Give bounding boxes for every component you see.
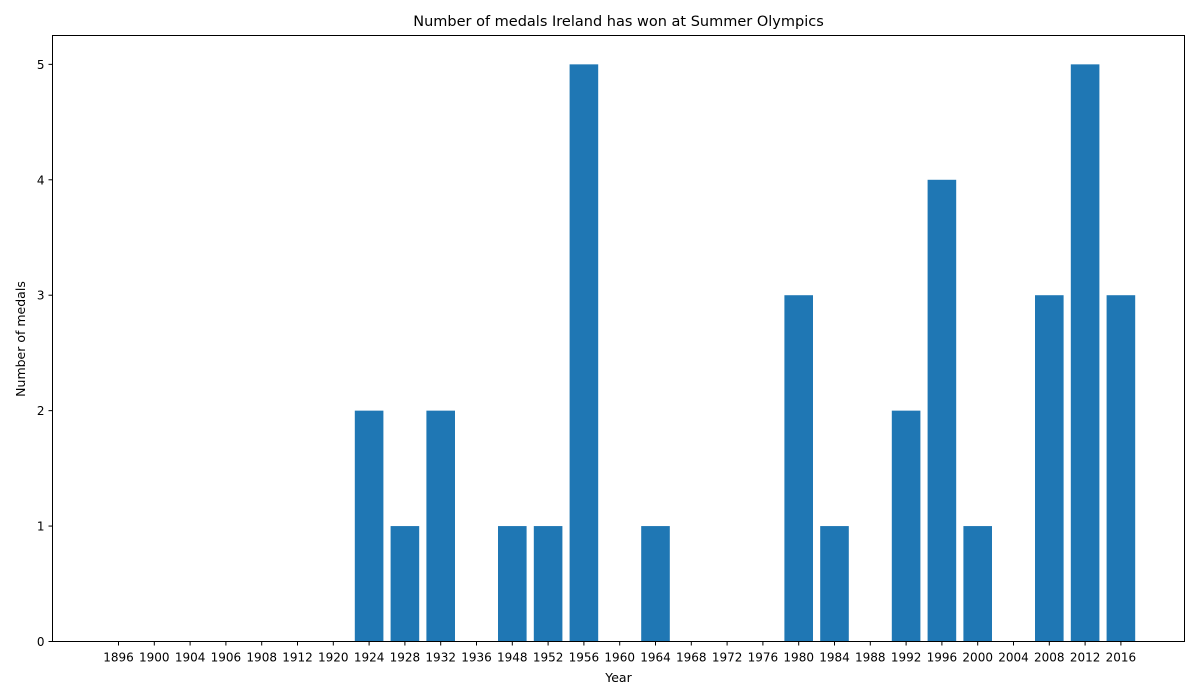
x-tick-label-1932: 1932	[425, 651, 456, 665]
y-tick-label-5: 5	[37, 58, 45, 72]
x-tick-label-2016: 2016	[1106, 651, 1137, 665]
x-tick-label-1908: 1908	[246, 651, 277, 665]
plot-frame	[52, 35, 1185, 642]
bar-2008	[1035, 295, 1064, 642]
x-tick-label-1900: 1900	[139, 651, 170, 665]
x-tick-label-2008: 2008	[1034, 651, 1065, 665]
x-tick-label-1948: 1948	[497, 651, 528, 665]
x-tick-label-1952: 1952	[533, 651, 564, 665]
x-tick-label-1964: 1964	[640, 651, 671, 665]
y-tick-label-4: 4	[37, 173, 45, 187]
x-tick-label-1984: 1984	[819, 651, 850, 665]
x-tick-label-1968: 1968	[676, 651, 707, 665]
x-tick-label-1896: 1896	[103, 651, 134, 665]
x-tick-label-1996: 1996	[927, 651, 958, 665]
x-tick-label-1928: 1928	[390, 651, 421, 665]
bar-1952	[533, 526, 563, 642]
x-tick-label-1976: 1976	[748, 651, 779, 665]
bar-1928	[390, 526, 420, 642]
bar-1980	[784, 295, 813, 642]
bar-1924	[354, 410, 384, 642]
x-ticks-group: 1896 1900 1904 1906 1908 1912 1920 1924 1928 1932…	[103, 641, 1137, 665]
x-tick-label-1920: 1920	[318, 651, 349, 665]
x-axis-label: Year	[604, 670, 632, 685]
bar-2012	[1070, 64, 1100, 642]
y-tick-label-3: 3	[37, 289, 45, 303]
bar-1996	[927, 179, 957, 642]
x-tick-label-1904: 1904	[175, 651, 206, 665]
bars-group	[354, 64, 1136, 642]
bar-2000	[963, 526, 992, 642]
bar-2016	[1106, 295, 1136, 642]
chart-title: Number of medals Ireland has won at Summ…	[413, 14, 824, 30]
bar-1932	[426, 410, 455, 642]
bar-1956	[569, 64, 599, 642]
x-tick-label-1936: 1936	[461, 651, 492, 665]
bar-1984	[820, 526, 849, 642]
bar-1992	[891, 410, 921, 642]
y-ticks-group: 0 1 2 3 4 5	[37, 58, 53, 649]
x-tick-label-1924: 1924	[354, 651, 385, 665]
bar-1964	[641, 526, 670, 642]
y-tick-label-2: 2	[37, 404, 45, 418]
x-tick-label-2012: 2012	[1070, 651, 1101, 665]
x-tick-label-2000: 2000	[962, 651, 993, 665]
y-tick-label-0: 0	[37, 635, 45, 649]
x-tick-label-1912: 1912	[282, 651, 313, 665]
x-tick-label-2004: 2004	[998, 651, 1029, 665]
x-tick-label-1906: 1906	[211, 651, 242, 665]
bar-1948	[498, 526, 527, 642]
x-tick-label-1988: 1988	[855, 651, 886, 665]
x-tick-label-1960: 1960	[604, 651, 635, 665]
x-tick-label-1972: 1972	[712, 651, 743, 665]
x-tick-label-1980: 1980	[783, 651, 814, 665]
x-tick-label-1992: 1992	[891, 651, 922, 665]
x-tick-label-1956: 1956	[569, 651, 600, 665]
y-axis-label: Number of medals	[13, 281, 28, 397]
y-tick-label-1: 1	[37, 520, 45, 534]
